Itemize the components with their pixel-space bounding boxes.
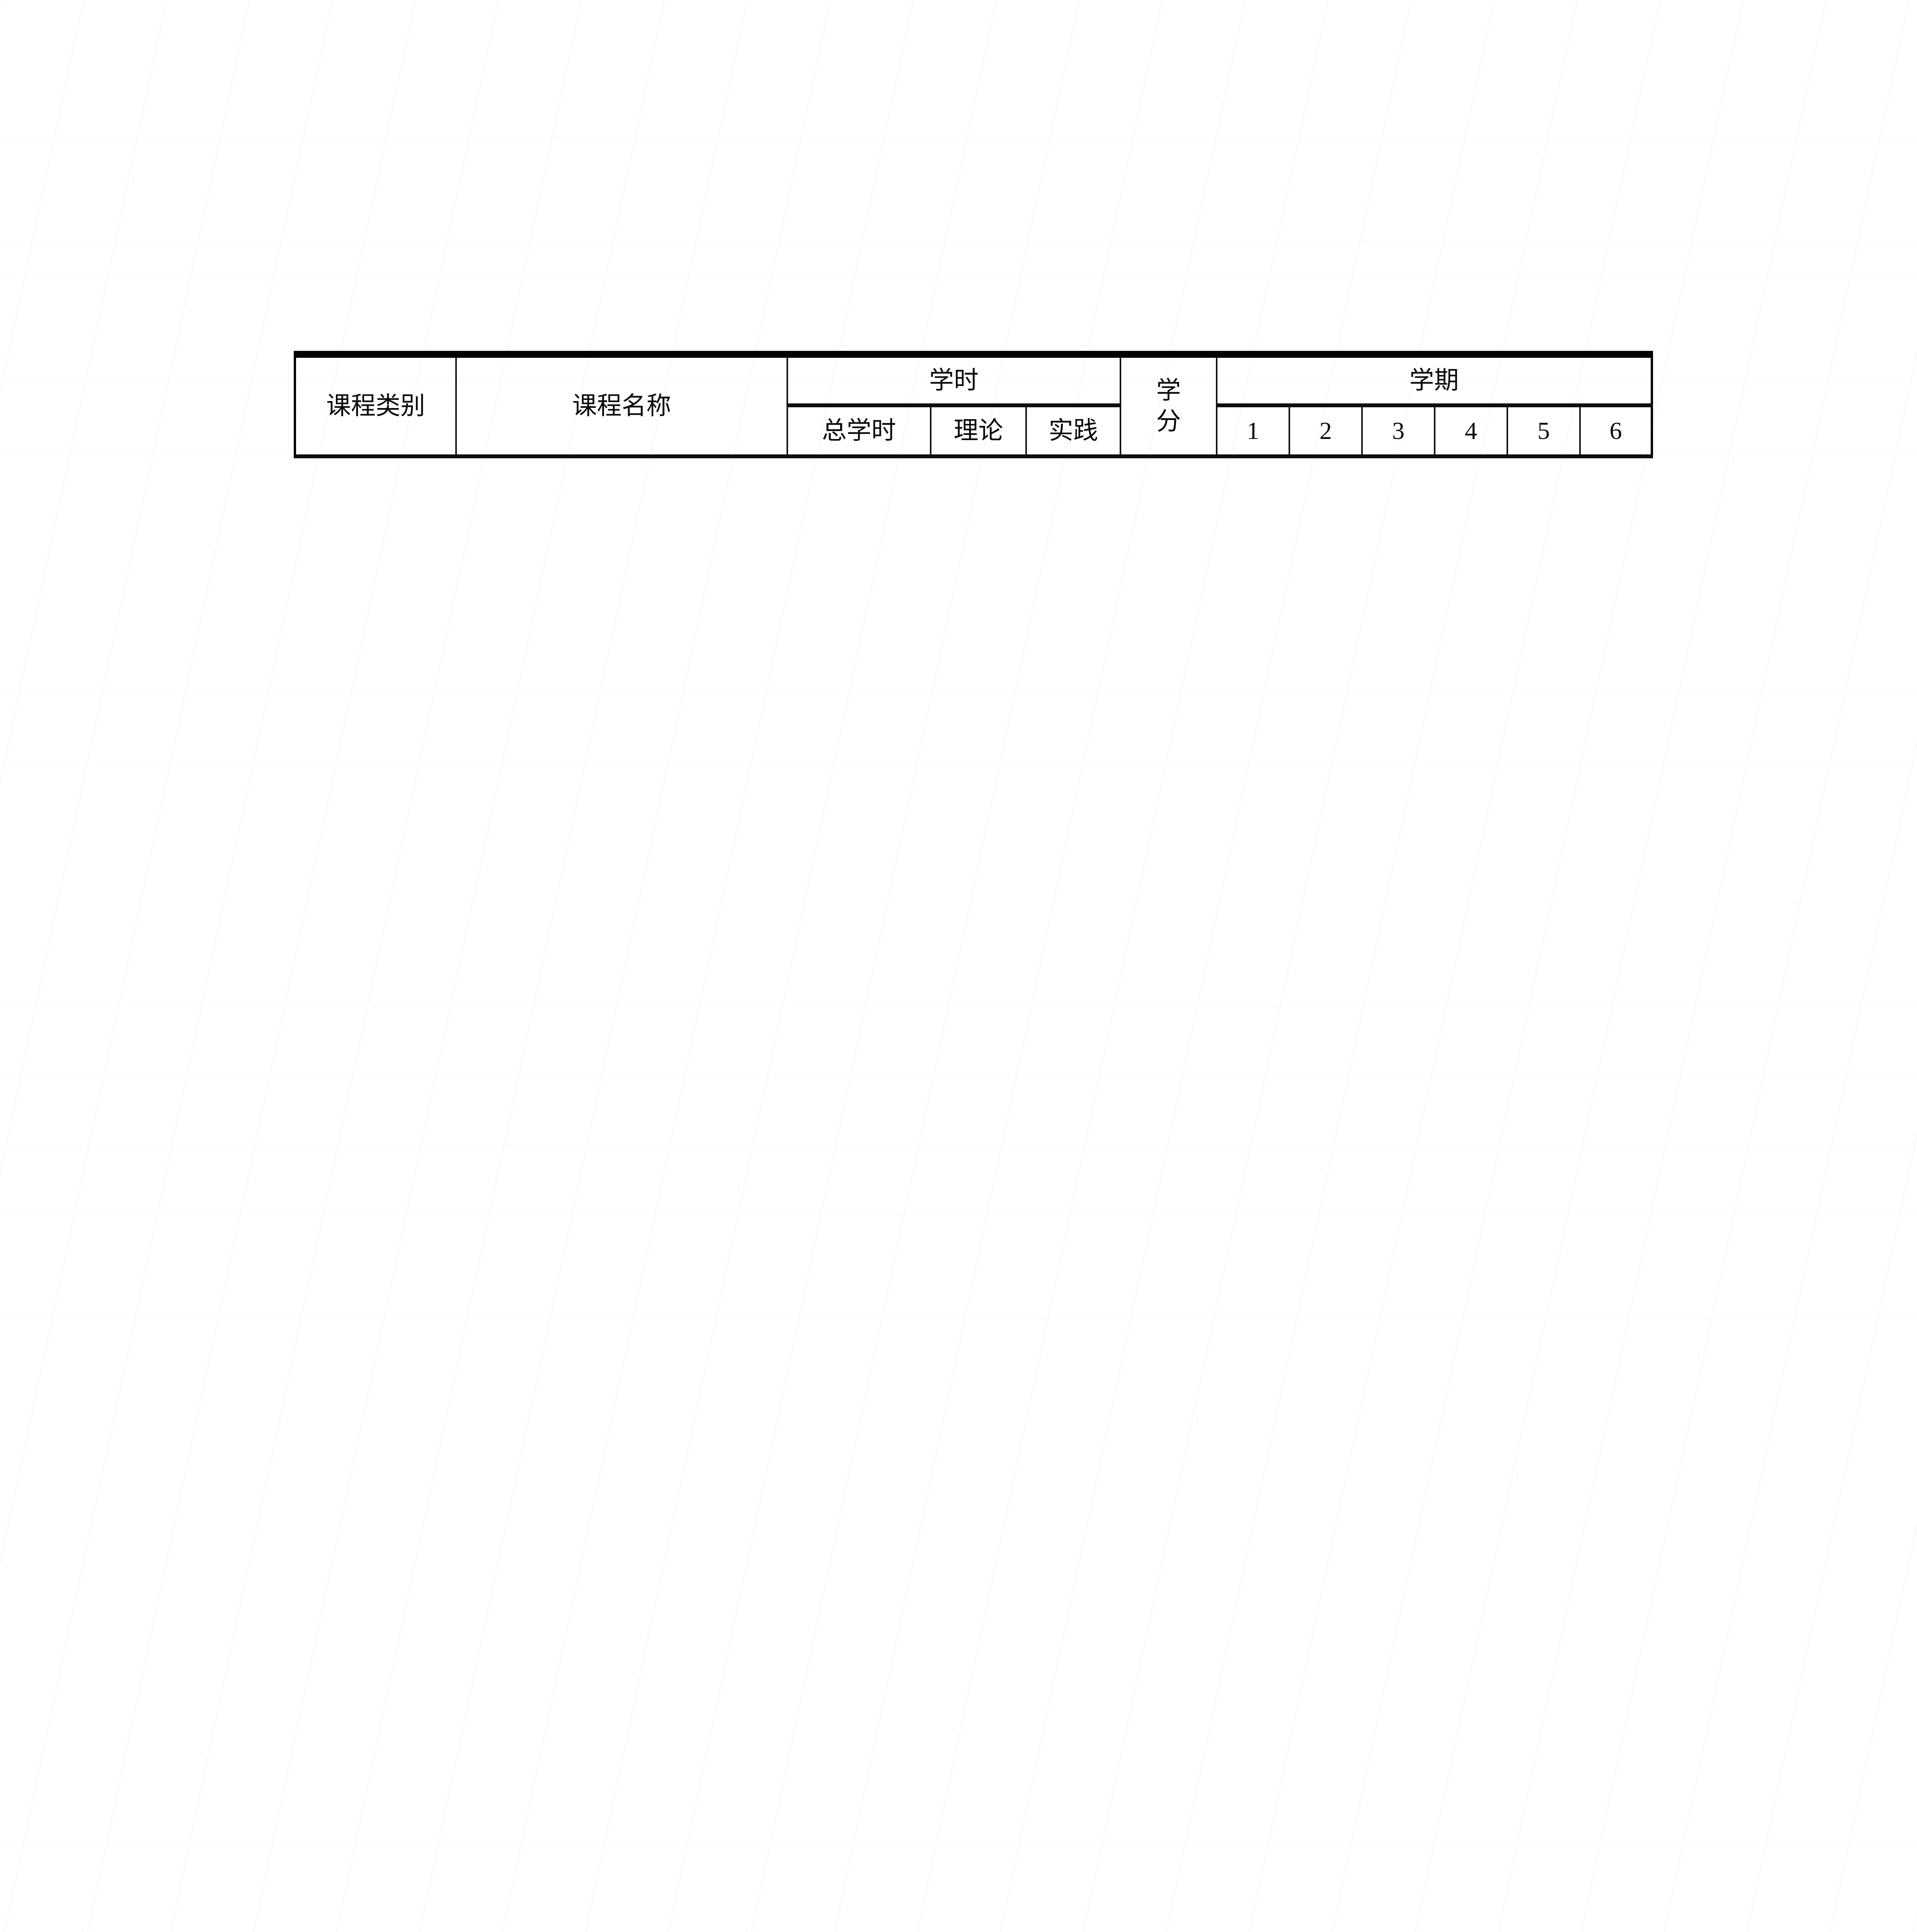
header-credits: 学分 [1120,351,1217,458]
header-credits-label: 学分 [1156,377,1181,435]
header-sem-6: 6 [1579,403,1653,458]
curriculum-table: 课程类别 课程名称 学时 学分 学期 总学时 理论 实践 1 2 3 4 5 6 [294,351,1653,458]
header-sem-1: 1 [1216,403,1290,458]
header-row-subcolumns: 总学时 理论 实践 1 2 3 4 5 6 [295,403,1653,458]
header-total-hours: 总学时 [787,403,931,458]
header-category: 课程类别 [294,351,457,458]
header-sem-2: 2 [1289,403,1363,458]
header-sem-5: 5 [1507,403,1581,458]
header-course-name: 课程名称 [455,351,788,458]
header-semester-group: 学期 [1216,351,1653,407]
header-sem-3: 3 [1361,403,1435,458]
header-row-groups: 课程类别 课程名称 学时 学分 学期 [294,351,1653,458]
header-hours-group: 学时 [787,351,1121,407]
header-sem-4: 4 [1434,403,1508,458]
header-practice-hours: 实践 [1025,403,1121,458]
header-theory-hours: 理论 [930,403,1027,458]
